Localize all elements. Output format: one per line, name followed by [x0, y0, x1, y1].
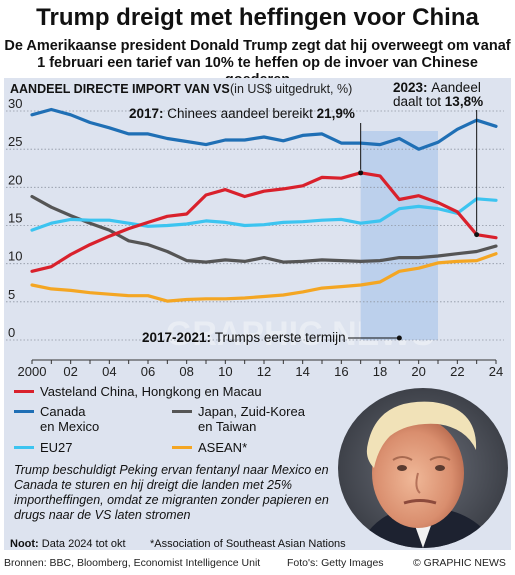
note: Noot: Data 2024 tot okt — [10, 538, 126, 550]
series-line-1 — [30, 107, 498, 151]
description-text: Trump beschuldigt Peking ervan fentanyl … — [14, 463, 329, 522]
y-tick-label: 20 — [8, 172, 22, 187]
legend-label: Vasteland China, Hongkong en Macau — [40, 384, 262, 399]
page-title: Trump dreigt met heffingen voor China — [36, 4, 479, 31]
term-highlight-band — [360, 131, 438, 340]
annotation-term-dot — [396, 335, 402, 341]
x-tick-label: 22 — [450, 364, 464, 379]
x-tick-label: 18 — [373, 364, 387, 379]
y-tick-label: 15 — [8, 211, 22, 226]
x-tick-label: 06 — [141, 364, 155, 379]
portrait-illustration — [338, 388, 508, 548]
y-axis-ticks: 0 5 10 15 20 25 30 — [8, 96, 22, 340]
x-tick-label: 24 — [489, 364, 503, 379]
x-tick-label: 04 — [102, 364, 116, 379]
x-tick-label: 10 — [218, 364, 232, 379]
x-tick-label: 12 — [257, 364, 271, 379]
series-lines — [30, 107, 498, 303]
legend-swatch — [14, 446, 34, 449]
legend-item-china: Vasteland China, Hongkong en Macau — [14, 384, 262, 399]
y-tick-label: 25 — [8, 134, 22, 149]
section-unit: (in US$ uitgedrukt, %) — [230, 82, 353, 96]
x-axis-ticks: 2000 02 04 06 08 10 12 14 16 18 20 22 24 — [18, 359, 503, 379]
x-tick-label: 02 — [63, 364, 77, 379]
trump-portrait-photo — [338, 388, 508, 548]
legend-swatch — [172, 446, 192, 449]
legend-swatch — [172, 410, 192, 413]
legend-item-japan-korea-taiwan: Japan, Zuid-Korea en Taiwan — [172, 404, 305, 434]
x-tick-label: 08 — [179, 364, 193, 379]
section-title: Aandeel directe import van VS — [10, 82, 230, 96]
legend-label: Japan, Zuid-Korea en Taiwan — [198, 404, 305, 434]
annotation-2023-line2: daalt tot 13,8% — [393, 94, 483, 109]
series-line-0 — [30, 171, 498, 273]
copyright: © GRAPHIC NEWS — [413, 557, 506, 569]
legend-label: Canada en Mexico — [40, 404, 100, 434]
note-text: Data 2024 tot okt — [41, 538, 126, 550]
series-line-4 — [30, 252, 498, 303]
annotation-2017-dot — [358, 170, 364, 176]
note-label: Noot: — [10, 538, 39, 550]
annotations: 2017: Chinees aandeel bereikt 21,9% 2023:… — [129, 80, 483, 345]
legend-item-canada-mexico: Canada en Mexico — [14, 404, 99, 434]
annotation-2023-dot — [474, 232, 480, 238]
sources: Bronnen: BBC, Bloomberg, Economist Intel… — [4, 557, 261, 569]
series-line-3 — [30, 197, 498, 232]
annotation-term: 2017-2021: Trumps eerste termijn — [142, 330, 346, 345]
x-tick-label: 16 — [334, 364, 348, 379]
x-tick-label: 14 — [295, 364, 309, 379]
y-tick-label: 5 — [8, 287, 15, 302]
photo-credit: Foto's: Getty Images — [287, 557, 384, 569]
y-tick-label: 30 — [8, 96, 22, 111]
x-tick-label: 2000 — [18, 364, 47, 379]
series-line-2 — [30, 194, 498, 264]
legend-swatch — [14, 390, 34, 393]
page-subtitle: De Amerikaanse president Donald Trump ze… — [4, 38, 511, 88]
annotation-2017: 2017: Chinees aandeel bereikt 21,9% — [129, 106, 355, 121]
term-highlight — [360, 131, 438, 340]
x-tick-label: 20 — [411, 364, 425, 379]
footnote: *Association of Southeast Asian Nations — [150, 538, 346, 550]
legend-item-asean: ASEAN* — [172, 440, 247, 455]
legend-item-eu27: EU27 — [14, 440, 73, 455]
y-tick-label: 0 — [8, 325, 15, 340]
legend-swatch — [14, 410, 34, 413]
legend-label: EU27 — [40, 440, 73, 455]
annotation-2023-line1: 2023: Aandeel — [393, 80, 481, 95]
legend-label: ASEAN* — [198, 440, 248, 455]
y-tick-label: 10 — [8, 249, 22, 264]
